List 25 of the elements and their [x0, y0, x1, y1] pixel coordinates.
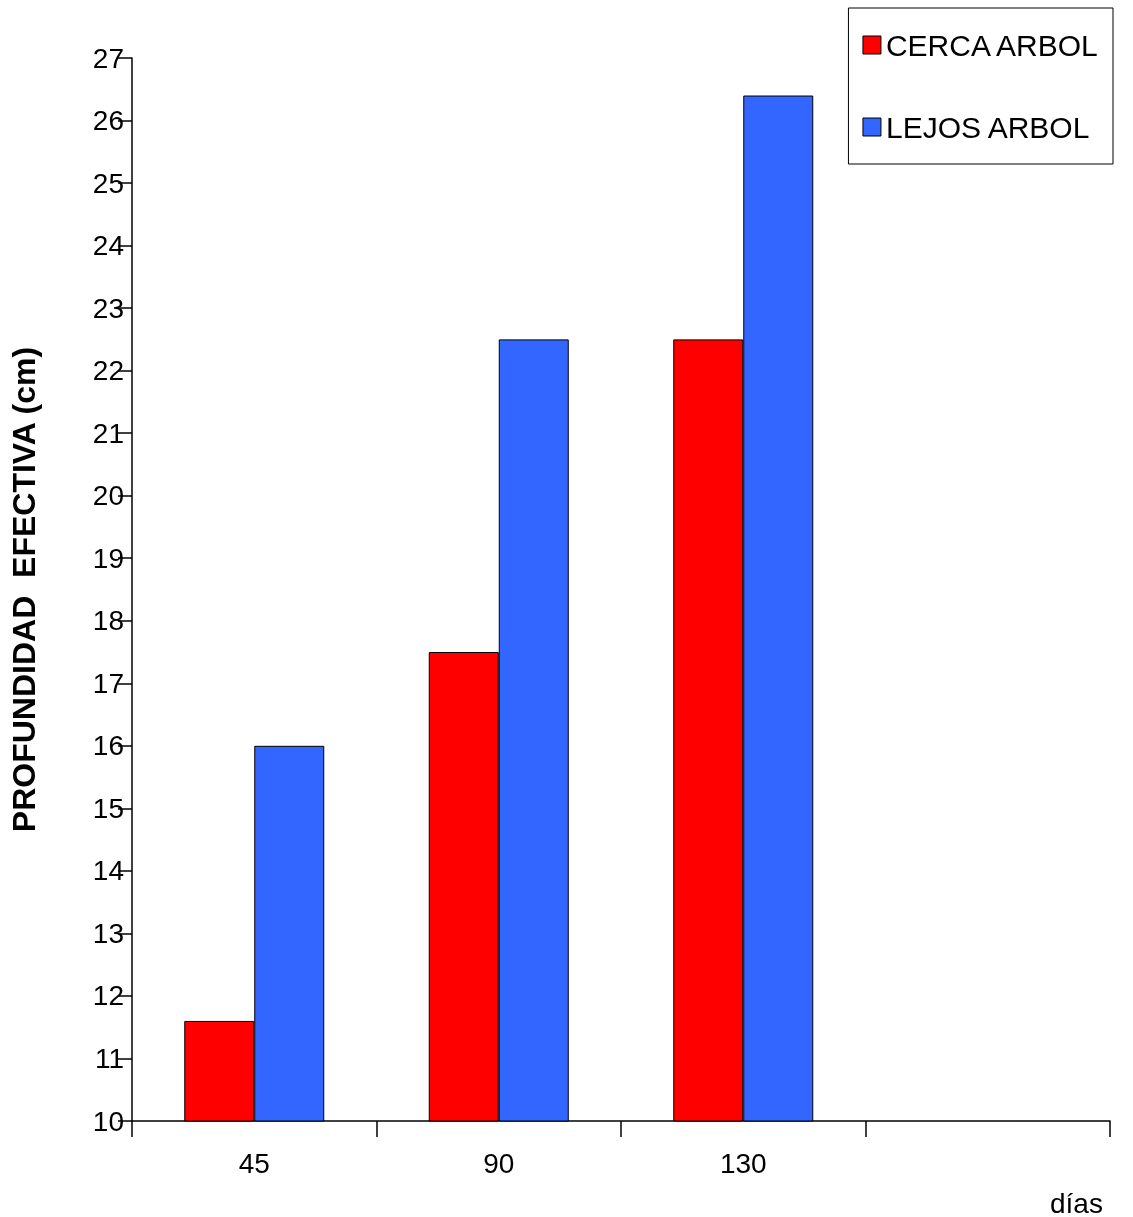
y-tick-label: 17 — [92, 667, 124, 699]
y-tick-label: 14 — [92, 855, 124, 887]
y-tick-label: 13 — [92, 917, 124, 949]
y-axis-title: PROFUNDIDAD EFECTIVA (cm) — [6, 346, 42, 833]
y-tick-label: 12 — [92, 980, 124, 1012]
y-tick-label: 21 — [92, 417, 124, 449]
y-tick-label: 10 — [92, 1105, 124, 1137]
y-tick-label: 27 — [92, 42, 124, 74]
legend-label: LEJOS ARBOL — [885, 110, 1090, 144]
y-tick-label: 16 — [92, 730, 124, 762]
y-tick-label: 23 — [92, 292, 124, 324]
legend-label: CERCA ARBOL — [885, 28, 1098, 62]
y-tick-label: 15 — [92, 792, 124, 824]
y-tick-label: 26 — [92, 105, 124, 137]
y-tick-label: 24 — [92, 230, 124, 262]
x-tick-label: 130 — [719, 1147, 767, 1179]
y-tick-label: 19 — [92, 542, 124, 574]
y-tick-label: 11 — [94, 1042, 124, 1074]
y-tick-label: 25 — [92, 167, 124, 199]
y-tick-label: 18 — [92, 605, 124, 637]
x-axis-title: días — [1050, 1187, 1103, 1217]
x-tick-label: 45 — [238, 1147, 270, 1179]
y-tick-label: 22 — [92, 355, 124, 387]
y-tick-label: 20 — [92, 480, 124, 512]
x-tick-label: 90 — [483, 1147, 515, 1179]
